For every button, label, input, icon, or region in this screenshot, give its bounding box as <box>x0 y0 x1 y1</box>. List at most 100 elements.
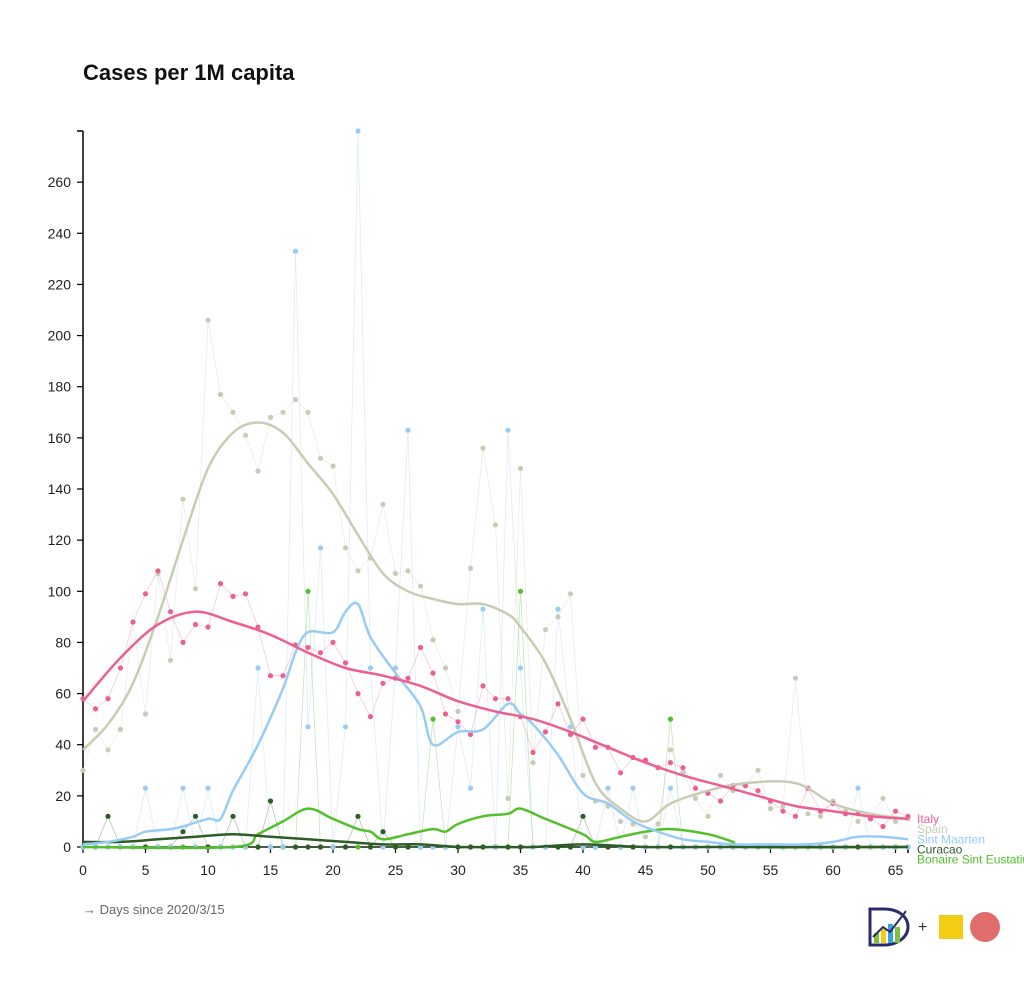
y-tick-label: 260 <box>48 174 72 190</box>
data-point-spain <box>105 747 111 753</box>
data-point-spain <box>805 811 811 817</box>
data-point-spain <box>317 455 324 461</box>
data-point-italy <box>305 644 311 651</box>
chart-title: Cases per 1M capita <box>83 60 295 85</box>
x-tick: 10 <box>200 847 216 878</box>
y-tick: 140 <box>48 481 83 497</box>
x-tick-label: 60 <box>825 862 841 878</box>
data-point-sint-maarten <box>580 844 586 850</box>
data-point-curacao <box>355 813 361 819</box>
data-point-bonaire-sint-eustatius <box>430 716 436 722</box>
data-point-curacao <box>305 844 311 850</box>
data-point-spain <box>480 445 486 451</box>
data-point-spain <box>217 391 224 397</box>
trend-line-bonaire-sint-eustatius <box>82 807 909 850</box>
data-point-spain <box>405 568 411 574</box>
data-point-italy <box>492 696 499 702</box>
data-point-curacao <box>105 813 111 819</box>
data-point-curacao <box>255 844 261 850</box>
data-point-italy <box>505 696 511 702</box>
y-tick-label: 0 <box>63 839 71 855</box>
data-point-bonaire-sint-eustatius <box>355 844 361 850</box>
data-point-spain <box>767 806 774 812</box>
data-point-italy <box>92 706 99 712</box>
data-point-italy <box>667 760 674 766</box>
y-tick: 180 <box>48 379 83 395</box>
y-tick: 80 <box>55 634 83 650</box>
data-point-spain <box>442 665 449 671</box>
data-point-curacao <box>580 813 586 819</box>
data-point-spain <box>330 463 336 469</box>
data-point-italy <box>130 619 136 625</box>
x-tick: 5 <box>142 847 150 878</box>
y-tick-label: 40 <box>55 737 71 753</box>
y-tick: 100 <box>48 583 83 599</box>
x-tick-label: 5 <box>142 862 150 878</box>
trend-line-sint-maarten <box>82 601 909 846</box>
data-point-italy <box>417 644 424 651</box>
series-label-bonaire-sint-eustatius: Bonaire Sint Eustatius <box>917 852 1024 866</box>
data-point-italy <box>167 609 174 615</box>
axes: 0 20 40 60 80 100 120 140 160 180 200 220 240 260 0 5 10… <box>48 130 909 878</box>
trend-line-spain <box>82 421 909 823</box>
data-point-bonaire-sint-eustatius <box>667 716 674 722</box>
data-point-sint-maarten <box>555 606 561 612</box>
data-point-spain <box>167 657 174 663</box>
data-point-italy <box>330 639 336 646</box>
data-point-italy <box>217 581 224 587</box>
data-point-sint-maarten <box>455 724 461 730</box>
data-point-spain <box>430 637 436 643</box>
data-point-italy <box>405 675 411 681</box>
data-point-italy <box>780 808 786 814</box>
data-point-italy <box>280 673 286 679</box>
data-point-sint-maarten <box>280 844 286 850</box>
data-point-italy <box>555 701 561 707</box>
data-point-italy <box>530 749 536 756</box>
x-tick-label: 30 <box>450 862 466 878</box>
data-point-italy <box>117 665 124 671</box>
trend-line-curacao <box>82 832 908 849</box>
data-point-sint-maarten <box>355 128 361 134</box>
data-point-curacao <box>405 844 411 850</box>
data-point-spain <box>642 834 649 840</box>
data-point-spain <box>617 818 624 825</box>
series-label-italy: Italy <box>917 812 939 826</box>
brand-logo: + <box>866 905 1006 949</box>
data-point-spain <box>567 591 574 597</box>
x-tick-label: 45 <box>638 862 654 878</box>
data-point-sint-maarten <box>380 844 386 850</box>
data-point-curacao <box>317 844 324 850</box>
x-tick: 0 <box>79 847 87 878</box>
y-tick: 20 <box>55 788 83 804</box>
y-tick-label: 80 <box>55 634 71 650</box>
x-tick: 55 <box>763 847 778 878</box>
data-point-spain <box>267 414 274 420</box>
logo-square <box>939 915 963 939</box>
data-point-spain <box>305 409 311 415</box>
data-point-italy <box>142 591 149 597</box>
y-tick-label: 220 <box>48 276 72 292</box>
data-point-spain <box>342 545 349 551</box>
x-tick: 40 <box>575 847 591 878</box>
data-point-sint-maarten <box>330 844 336 850</box>
data-point-spain <box>667 747 674 753</box>
data-point-spain <box>517 465 524 472</box>
data-point-italy <box>192 621 199 628</box>
data-point-spain <box>355 568 361 574</box>
data-point-spain <box>80 767 86 773</box>
data-point-spain <box>380 501 386 507</box>
data-point-italy <box>105 696 111 702</box>
data-point-spain <box>92 726 99 733</box>
y-tick: 120 <box>48 532 83 548</box>
x-tick: 15 <box>263 847 279 878</box>
y-tick: 60 <box>55 686 83 702</box>
data-point-sint-maarten <box>292 248 299 254</box>
x-tick-label: 15 <box>263 862 279 878</box>
data-point-italy <box>592 744 599 750</box>
data-point-spain <box>555 614 561 620</box>
chart-logo-icon <box>868 907 910 947</box>
x-tick-label: 20 <box>325 862 341 878</box>
data-point-spain <box>492 522 499 528</box>
